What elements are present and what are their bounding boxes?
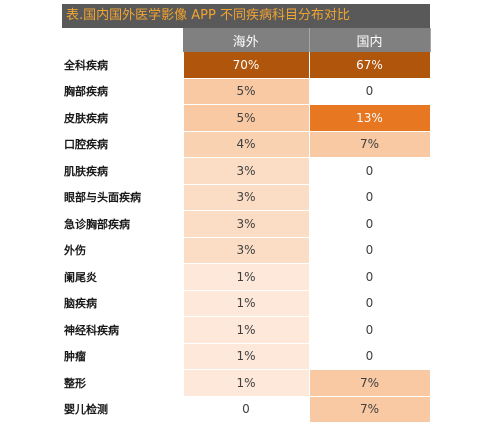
cell-overseas: 3% [183, 237, 310, 264]
cell-overseas: 1% [183, 263, 310, 291]
row-label: 急诊胸部疾病 [62, 210, 184, 238]
table-row: 神经科疾病 1% 0 [62, 316, 431, 344]
table-row: 阑尾炎 1% 0 [62, 263, 431, 291]
table-title: 表.国内国外医学影像 APP 不同疾病科目分布对比 [62, 4, 430, 28]
cell-domestic: 0 [309, 157, 431, 185]
cell-domestic: 7% [309, 131, 431, 158]
cell-domestic: 0 [309, 210, 431, 238]
cell-overseas: 4% [183, 131, 310, 158]
cell-domestic: 0 [309, 290, 431, 317]
table-row: 脑疾病 1% 0 [62, 290, 431, 317]
row-label: 婴儿检测 [62, 396, 184, 423]
header-row: 海外 国内 [62, 28, 431, 52]
column-header-domestic: 国内 [309, 28, 431, 52]
row-label: 神经科疾病 [62, 316, 184, 344]
cell-overseas: 1% [183, 343, 310, 370]
row-label: 眼部与头面疾病 [62, 184, 184, 211]
table-row: 皮肤疾病 5% 13% [62, 104, 431, 132]
row-label: 外伤 [62, 237, 184, 264]
row-label: 阑尾炎 [62, 263, 184, 291]
cell-overseas: 5% [183, 78, 310, 105]
cell-overseas: 0 [183, 396, 310, 423]
table-row: 眼部与头面疾病 3% 0 [62, 184, 431, 211]
table-row: 肌肤疾病 3% 0 [62, 157, 431, 185]
cell-overseas: 3% [183, 210, 310, 238]
cell-domestic: 0 [309, 184, 431, 211]
table-row: 全科疾病 70% 67% [62, 52, 431, 79]
cell-domestic: 67% [309, 52, 431, 79]
table-body: 全科疾病 70% 67% 胸部疾病 5% 0 皮肤疾病 5% 13% 口腔疾病 4% 7% 肌肤疾病 3%… [62, 52, 431, 423]
cell-domestic: 0 [309, 78, 431, 105]
table-row: 急诊胸部疾病 3% 0 [62, 210, 431, 238]
row-label: 胸部疾病 [62, 78, 184, 105]
cell-domestic: 0 [309, 263, 431, 291]
row-label: 脑疾病 [62, 290, 184, 317]
table-row: 胸部疾病 5% 0 [62, 78, 431, 105]
cell-domestic: 0 [309, 237, 431, 264]
cell-overseas: 5% [183, 104, 310, 132]
row-label: 口腔疾病 [62, 131, 184, 158]
row-label: 肌肤疾病 [62, 157, 184, 185]
cell-domestic: 7% [309, 396, 431, 423]
table-row: 外伤 3% 0 [62, 237, 431, 264]
distribution-table-panel: 表.国内国外医学影像 APP 不同疾病科目分布对比 海外 国内 全科疾病 70% 6… [62, 4, 431, 423]
cell-overseas: 3% [183, 157, 310, 185]
cell-overseas: 1% [183, 316, 310, 344]
cell-overseas: 1% [183, 369, 310, 397]
row-label: 肿瘤 [62, 343, 184, 370]
table-row: 整形 1% 7% [62, 369, 431, 397]
column-header-overseas: 海外 [183, 28, 310, 52]
cell-domestic: 7% [309, 369, 431, 397]
header-corner [62, 28, 183, 52]
cell-overseas: 3% [183, 184, 310, 211]
row-label: 皮肤疾病 [62, 104, 184, 132]
table-row: 口腔疾病 4% 7% [62, 131, 431, 158]
cell-domestic: 0 [309, 343, 431, 370]
cell-overseas: 70% [183, 52, 310, 79]
distribution-table: 海外 国内 全科疾病 70% 67% 胸部疾病 5% 0 皮肤疾病 5% 13% 口腔疾病 4% 7%… [62, 28, 431, 423]
cell-domestic: 0 [309, 316, 431, 344]
table-row: 婴儿检测 0 7% [62, 396, 431, 423]
cell-domestic: 13% [309, 104, 431, 132]
row-label: 全科疾病 [62, 52, 184, 79]
cell-overseas: 1% [183, 290, 310, 317]
table-row: 肿瘤 1% 0 [62, 343, 431, 370]
row-label: 整形 [62, 369, 184, 397]
